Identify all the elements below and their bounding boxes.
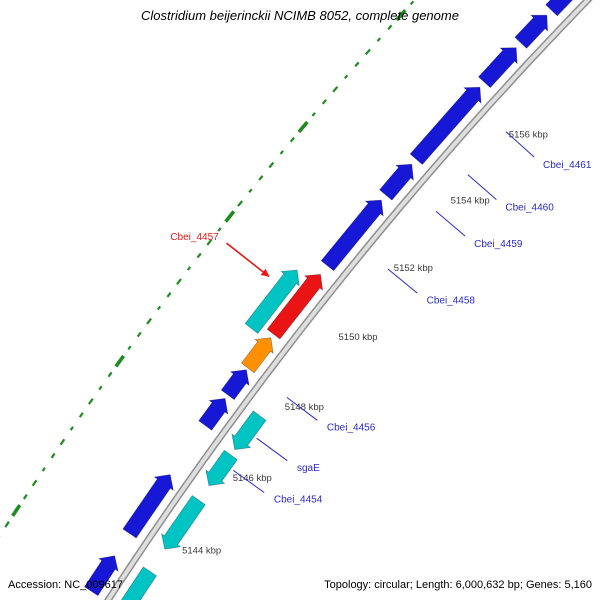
highlight-leader-arrow (226, 242, 270, 278)
orf-dash (248, 188, 253, 193)
tick-label: 5156 kbp (509, 129, 548, 140)
gene-arrow[interactable] (514, 14, 548, 49)
gene-arrow-cbei_4454[interactable] (205, 449, 238, 486)
orf-dash (297, 120, 309, 134)
gene-arrow[interactable] (244, 269, 300, 334)
orf-dash (279, 150, 284, 155)
orf-dash (196, 252, 202, 259)
orf-dash (268, 161, 275, 169)
gene-arrow[interactable] (545, 0, 580, 17)
orf-dash (156, 305, 162, 311)
orf-dash (69, 426, 74, 431)
gene-arrow[interactable] (122, 474, 174, 539)
gene-arrow-cbei_4459[interactable] (379, 163, 414, 201)
tick-label: 5152 kbp (394, 263, 433, 274)
orf-dash (376, 37, 382, 42)
orf-dash (289, 136, 295, 143)
orf-dash (217, 227, 222, 232)
orf-dash (88, 398, 94, 405)
gene-label-sgae[interactable]: sgaE (297, 463, 320, 474)
leader-line (387, 268, 418, 294)
gene-arrow-cbei_4457[interactable] (266, 274, 323, 340)
orf-dash (31, 479, 38, 487)
tick-label: 5150 kbp (339, 332, 378, 343)
gene-arrow-sgae[interactable] (231, 410, 267, 450)
gene-arrow[interactable] (161, 495, 206, 550)
tick-label: 5146 kbp (233, 473, 272, 484)
tick-label: 5144 kbp (182, 545, 221, 556)
genome-backbone (103, 0, 593, 600)
orf-dash (409, 0, 415, 6)
orf-dash (50, 452, 56, 459)
map-title: Clostridium beijerinckii NCIMB 8052, com… (141, 8, 459, 23)
orf-dash (146, 317, 152, 325)
orf-dash (107, 371, 113, 378)
gene-label-cbei_4458[interactable]: Cbei_4458 (427, 296, 476, 307)
gene-arrow-cbei_4461[interactable] (478, 47, 518, 89)
orf-dash (395, 8, 407, 22)
annotation-cbei_4461: Cbei_4461 (505, 131, 592, 171)
gene-label-cbei_4454[interactable]: Cbei_4454 (274, 495, 323, 506)
orf-dash (22, 493, 28, 500)
gene-arrow-cbei_4456[interactable] (240, 337, 274, 374)
gene-arrow[interactable] (84, 555, 119, 597)
gene-arrow[interactable] (198, 398, 229, 431)
orf-dash (41, 467, 46, 472)
orf-dash (136, 331, 142, 338)
accession-text: Accession: NC_009617 (8, 579, 123, 591)
topology-text: Topology: circular; Length: 6,000,632 bp… (324, 579, 592, 591)
orf-dash (98, 385, 103, 391)
annotation-cbei_4459: Cbei_4459 (435, 211, 523, 250)
annotation-cbei_4456: Cbei_4456 (286, 397, 376, 434)
gene-label-cbei_4461[interactable]: Cbei_4461 (543, 160, 592, 171)
orf-dash (78, 412, 84, 418)
orf-dash (4, 520, 10, 528)
orf-dash (127, 345, 132, 351)
orf-dash (59, 438, 66, 446)
gene-label-cbei_4457[interactable]: Cbei_4457 (170, 232, 219, 243)
orf-dash (354, 61, 360, 68)
annotation-sgae: sgaE (256, 437, 320, 474)
annotation-cbei_4457: Cbei_4457 (170, 232, 270, 278)
tick-label: 5154 kbp (451, 196, 490, 207)
orf-dash (186, 266, 192, 271)
leader-line (505, 131, 535, 158)
gene-label-cbei_4460[interactable]: Cbei_4460 (505, 203, 554, 214)
orf-dash (343, 74, 349, 80)
annotation-cbei_4460: Cbei_4460 (467, 174, 554, 214)
gene-arrow[interactable] (116, 566, 157, 600)
orf-dash (166, 292, 172, 298)
orf-dot-track (0, 0, 415, 538)
orf-dash (364, 48, 371, 56)
leader-line (467, 174, 497, 200)
gene-arrow-cbei_4460[interactable] (409, 86, 482, 165)
orf-dash (176, 278, 182, 285)
orf-dash (11, 504, 22, 517)
orf-dash (206, 239, 213, 246)
leader-line (233, 469, 265, 493)
orf-dash (237, 200, 244, 207)
annotation-cbei_4454: Cbei_4454 (233, 469, 323, 506)
annotation-cbei_4458: Cbei_4458 (387, 268, 476, 307)
orf-dash (332, 86, 339, 93)
orf-dash (114, 354, 126, 368)
gene-label-cbei_4456[interactable]: Cbei_4456 (327, 423, 376, 434)
gene-arrow-cbei_4458[interactable] (320, 199, 384, 272)
orf-dash (387, 24, 393, 31)
leader-line (256, 437, 288, 462)
orf-dash (224, 210, 236, 223)
status-bar: Accession: NC_009617 Topology: circular;… (0, 579, 600, 591)
leader-line (286, 397, 318, 421)
tick-label: 5148 kbp (285, 402, 324, 413)
orf-dash (311, 112, 316, 117)
orf-dash (321, 99, 328, 105)
gene-label-cbei_4459[interactable]: Cbei_4459 (474, 239, 523, 250)
orf-dash (258, 175, 264, 181)
gene-arrow[interactable] (220, 369, 250, 401)
leader-line (435, 211, 466, 237)
